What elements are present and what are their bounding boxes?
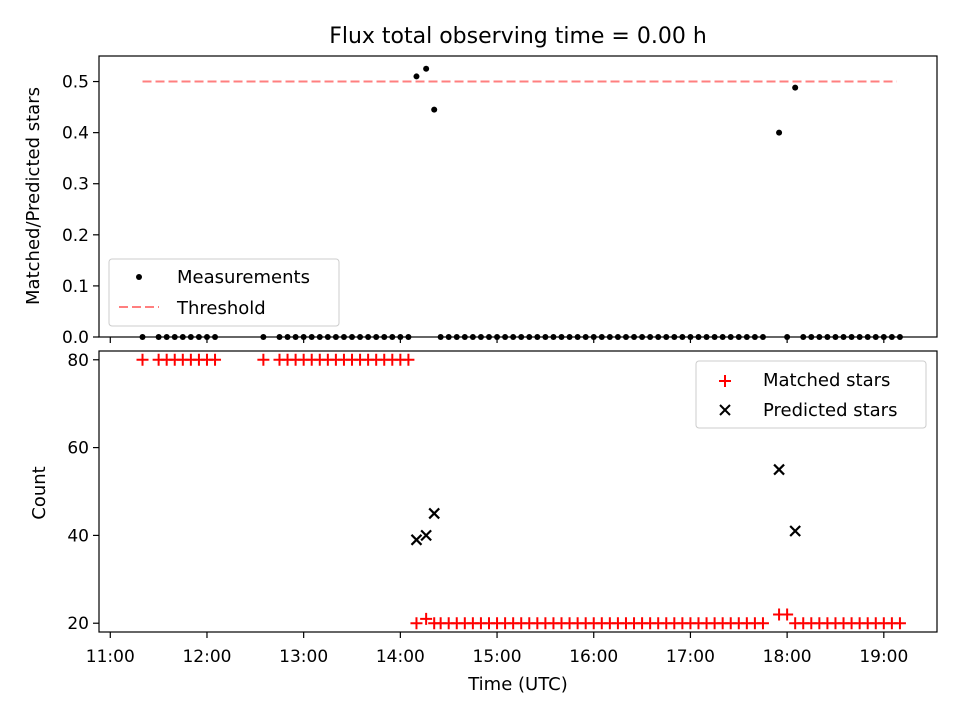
count-legend: Matched stars Predicted stars — [695, 360, 927, 429]
ratio-panel: 0.0 0.1 0.2 0.3 0.4 0.5 Matched/Predicted sta… — [23, 55, 938, 348]
ratio-y-axis-label: Matched/Predicted stars — [23, 87, 44, 305]
measurement-point — [776, 129, 783, 136]
ratio-y-tick-label: 0.4 — [62, 124, 89, 144]
predicted-star-point — [410, 534, 423, 546]
count-y-tick-label: 60 — [67, 439, 89, 459]
count-x-tick-label: 19:00 — [859, 647, 908, 667]
count-y-tick-label: 20 — [67, 614, 89, 634]
count-x-tick-label: 14:00 — [376, 647, 425, 667]
legend-predicted-label: Predicted stars — [763, 400, 897, 421]
chart-title: Flux total observing time = 0.00 h — [329, 24, 707, 49]
measurement-point — [423, 65, 430, 72]
count-x-tick-label: 17:00 — [666, 647, 715, 667]
matched-star-point — [209, 353, 222, 366]
legend-matched-marker — [719, 375, 731, 387]
ratio-y-tick-label: 0.5 — [62, 73, 89, 93]
ratio-x-ticks — [109, 337, 885, 343]
legend-measurements-label: Measurements — [177, 267, 310, 288]
matched-star-point — [420, 612, 433, 625]
count-y-tick-label: 40 — [67, 526, 89, 546]
predicted-star-point — [789, 525, 801, 537]
predicted-stars-points — [410, 463, 801, 546]
ratio-legend-box — [108, 258, 340, 327]
predicted-star-point — [428, 507, 440, 520]
ratio-y-tick-label: 0.0 — [62, 328, 89, 348]
count-x-tick-label: 16:00 — [569, 647, 618, 667]
count-x-tick-label: 12:00 — [182, 647, 231, 667]
ratio-legend: Measurements Threshold — [108, 258, 340, 327]
legend-predicted-marker — [719, 404, 731, 416]
legend-threshold-label: Threshold — [176, 298, 266, 319]
x-axis-label: Time (UTC) — [467, 674, 568, 695]
count-x-ticks: 11:00 12:00 13:00 14:00 15:00 16:00 17:00 18:00… — [86, 632, 908, 667]
matched-star-point — [402, 353, 415, 366]
measurement-point — [431, 106, 438, 113]
count-y-tick-label: 80 — [67, 351, 89, 371]
count-x-tick-label: 15:00 — [473, 647, 522, 667]
matched-stars-points — [136, 353, 906, 630]
ratio-y-tick-label: 0.1 — [62, 277, 89, 297]
ratio-y-tick-label: 0.3 — [62, 175, 89, 195]
matched-star-point — [136, 353, 149, 366]
ratio-y-tick-label: 0.2 — [62, 226, 89, 246]
count-y-axis-label: Count — [29, 466, 50, 519]
predicted-star-point — [773, 463, 785, 476]
count-x-tick-label: 11:00 — [86, 647, 135, 667]
measurement-point — [413, 73, 420, 80]
count-x-tick-label: 13:00 — [279, 647, 328, 667]
count-x-tick-label: 18:00 — [763, 647, 812, 667]
ratio-y-ticks: 0.0 0.1 0.2 0.3 0.4 0.5 — [62, 73, 99, 348]
count-legend-box — [695, 360, 927, 429]
count-y-ticks: 20 40 60 80 — [67, 351, 99, 634]
count-panel-frame — [98, 350, 938, 633]
legend-matched-label: Matched stars — [763, 370, 890, 391]
measurement-point — [792, 84, 799, 91]
predicted-star-point — [420, 529, 432, 542]
legend-measurements-marker — [136, 274, 142, 280]
matched-star-point — [893, 617, 906, 630]
matched-star-point — [410, 617, 423, 630]
ratio-panel-frame — [98, 55, 938, 338]
matched-star-point — [781, 608, 794, 621]
matched-star-point — [257, 353, 270, 366]
matched-star-point — [756, 617, 769, 630]
